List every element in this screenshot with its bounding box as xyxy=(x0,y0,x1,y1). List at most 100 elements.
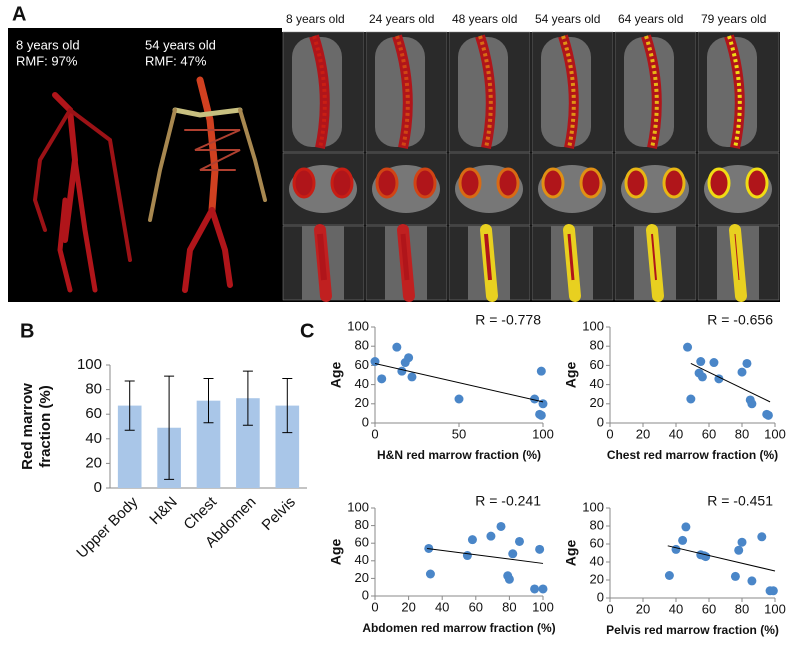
scatter-point xyxy=(530,584,540,594)
column-label: 48 years old xyxy=(452,12,517,26)
scatter-point xyxy=(709,358,719,368)
x-tick-label: 0 xyxy=(606,601,613,616)
scatter-point xyxy=(514,536,524,546)
image-decoration xyxy=(32,28,780,302)
y-tick-label: 60 xyxy=(85,405,102,422)
x-tick-label: 60 xyxy=(702,426,716,441)
y-tick-label: 100 xyxy=(347,499,369,514)
x-tick-label: H&N xyxy=(146,494,180,528)
y-tick-label: 40 xyxy=(590,553,604,568)
y-tick-label: 100 xyxy=(582,499,604,514)
scatter-point xyxy=(681,522,691,532)
pelvis-marrow-r xyxy=(662,167,686,199)
y-tick-label: 0 xyxy=(94,479,102,496)
bone-shape xyxy=(238,108,267,202)
y-tick-label: 80 xyxy=(85,381,102,398)
y-tick-label: 40 xyxy=(590,376,604,391)
trendline xyxy=(667,545,776,572)
y-axis-label: Red marrow xyxy=(19,383,36,470)
scatter-point xyxy=(737,367,747,377)
error-bar xyxy=(203,378,214,424)
y-tick-label: 60 xyxy=(355,535,369,550)
bone-shape xyxy=(32,108,72,232)
scatter-point xyxy=(683,342,693,352)
y-axis-label: Age xyxy=(328,362,344,389)
femur-marrow xyxy=(734,233,740,281)
pelvis-marrow-r xyxy=(330,167,354,199)
spine-marrow xyxy=(395,35,410,149)
scatter-point xyxy=(508,549,518,559)
y-tick-label: 60 xyxy=(355,357,369,372)
bar xyxy=(196,400,221,488)
ct-header xyxy=(614,28,697,32)
ct-header xyxy=(697,28,780,32)
scatter-point xyxy=(737,537,747,547)
femur-marrow xyxy=(317,233,327,281)
r-annotation: R = -0.778 xyxy=(475,312,541,328)
x-tick-label: 0 xyxy=(371,426,378,441)
scatter-point xyxy=(535,544,545,554)
trendline xyxy=(427,547,544,564)
y-tick-label: 100 xyxy=(582,318,604,333)
x-tick-label: 100 xyxy=(532,426,554,441)
ct-header xyxy=(531,28,614,32)
scatter-point xyxy=(742,358,752,368)
y-tick-label: 20 xyxy=(355,570,369,585)
x-tick-label: 80 xyxy=(735,426,749,441)
column-label: 24 years old xyxy=(369,12,434,26)
x-tick-label: 0 xyxy=(371,599,378,614)
femur-marrow xyxy=(400,233,410,281)
spine-marrow xyxy=(644,35,659,149)
bone-shape xyxy=(196,76,219,214)
scatter-point xyxy=(535,409,545,419)
tissue xyxy=(707,37,757,147)
error-bar xyxy=(124,380,135,431)
y-axis-label: fraction (%) xyxy=(37,385,54,468)
y-axis-label: Age xyxy=(328,539,344,566)
y-axis-label: Age xyxy=(563,362,579,389)
ct-header xyxy=(448,28,531,32)
femur-marrow xyxy=(484,233,492,281)
bar xyxy=(117,405,142,488)
scatter-point xyxy=(504,574,514,584)
scatter-point xyxy=(699,551,709,561)
y-tick-label: 80 xyxy=(590,338,604,353)
scatter-point xyxy=(714,374,724,384)
pelvis-marrow-r xyxy=(579,167,603,199)
x-tick-label: 80 xyxy=(735,601,749,616)
y-tick-label: 60 xyxy=(590,535,604,550)
y-tick-label: 20 xyxy=(590,571,604,586)
tissue xyxy=(541,37,591,147)
scatter-point xyxy=(454,394,464,404)
scatter-point xyxy=(697,372,707,382)
tissue xyxy=(458,37,508,147)
pelvis-marrow-r xyxy=(745,167,769,199)
render-rmf: RMF: 97% xyxy=(16,53,78,68)
scatter-point xyxy=(397,366,407,376)
x-tick-label: 20 xyxy=(636,601,650,616)
scatter-point xyxy=(536,366,546,376)
pelvis-marrow-r xyxy=(496,167,520,199)
scatter-point xyxy=(730,571,740,581)
scatter-point xyxy=(467,535,477,545)
y-tick-label: 40 xyxy=(355,552,369,567)
pelvis-marrow-l xyxy=(707,167,731,199)
bone-shape xyxy=(209,207,233,288)
x-tick-label: Upper Body xyxy=(73,493,141,561)
panel-label: B xyxy=(20,320,34,342)
scatter-point xyxy=(686,394,696,404)
error-bar xyxy=(282,378,293,434)
y-tick-label: 20 xyxy=(355,395,369,410)
y-tick-label: 100 xyxy=(77,356,102,373)
column-label: 8 years old xyxy=(286,12,345,26)
bone-shape xyxy=(68,108,132,262)
scatter-point xyxy=(768,586,778,596)
x-tick-label: 80 xyxy=(502,599,516,614)
x-tick-label: 100 xyxy=(764,601,786,616)
y-tick-label: 80 xyxy=(590,517,604,532)
y-tick-label: 20 xyxy=(590,395,604,410)
scatter-point xyxy=(404,353,414,363)
scatter-point xyxy=(530,394,540,404)
r-annotation: R = -0.451 xyxy=(707,493,773,509)
scatter-point xyxy=(496,521,506,531)
